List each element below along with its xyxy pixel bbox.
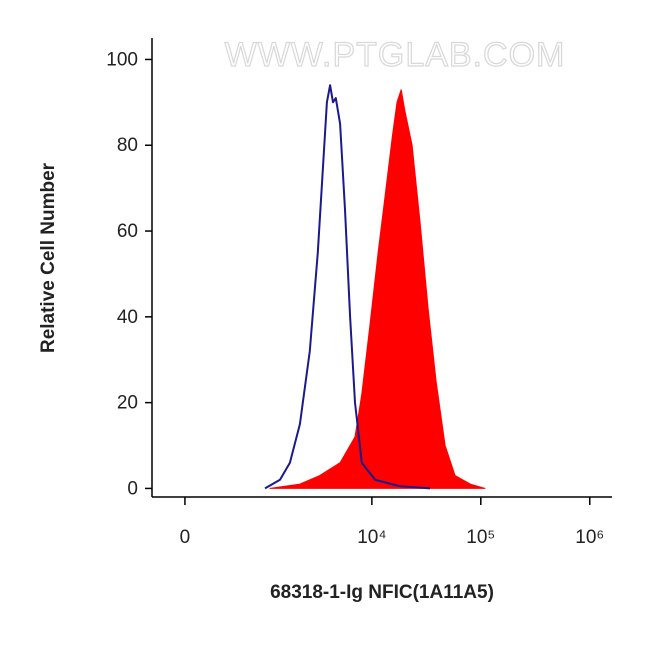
y-tick-label: 20 — [117, 393, 138, 414]
watermark: WWW.PTGLAB.COM — [225, 36, 566, 74]
x-tick-label: 10⁶ — [575, 527, 604, 548]
y-tick-label: 0 — [127, 478, 138, 499]
y-tick-label: 80 — [117, 135, 138, 156]
y-tick-label: 40 — [117, 307, 138, 328]
x-tick-label: 10⁴ — [357, 527, 386, 548]
area — [269, 89, 486, 489]
line — [264, 84, 431, 490]
y-tick-label: 60 — [117, 221, 138, 242]
x-tick-label: 10⁵ — [466, 527, 495, 548]
y-axis-label: Relative Cell Number — [38, 162, 59, 353]
x-tick-label: 0 — [180, 527, 191, 548]
x-axis-label: 68318-1-Ig NFIC(1A11A5) — [270, 582, 494, 603]
y-tick-label: 100 — [106, 49, 138, 70]
